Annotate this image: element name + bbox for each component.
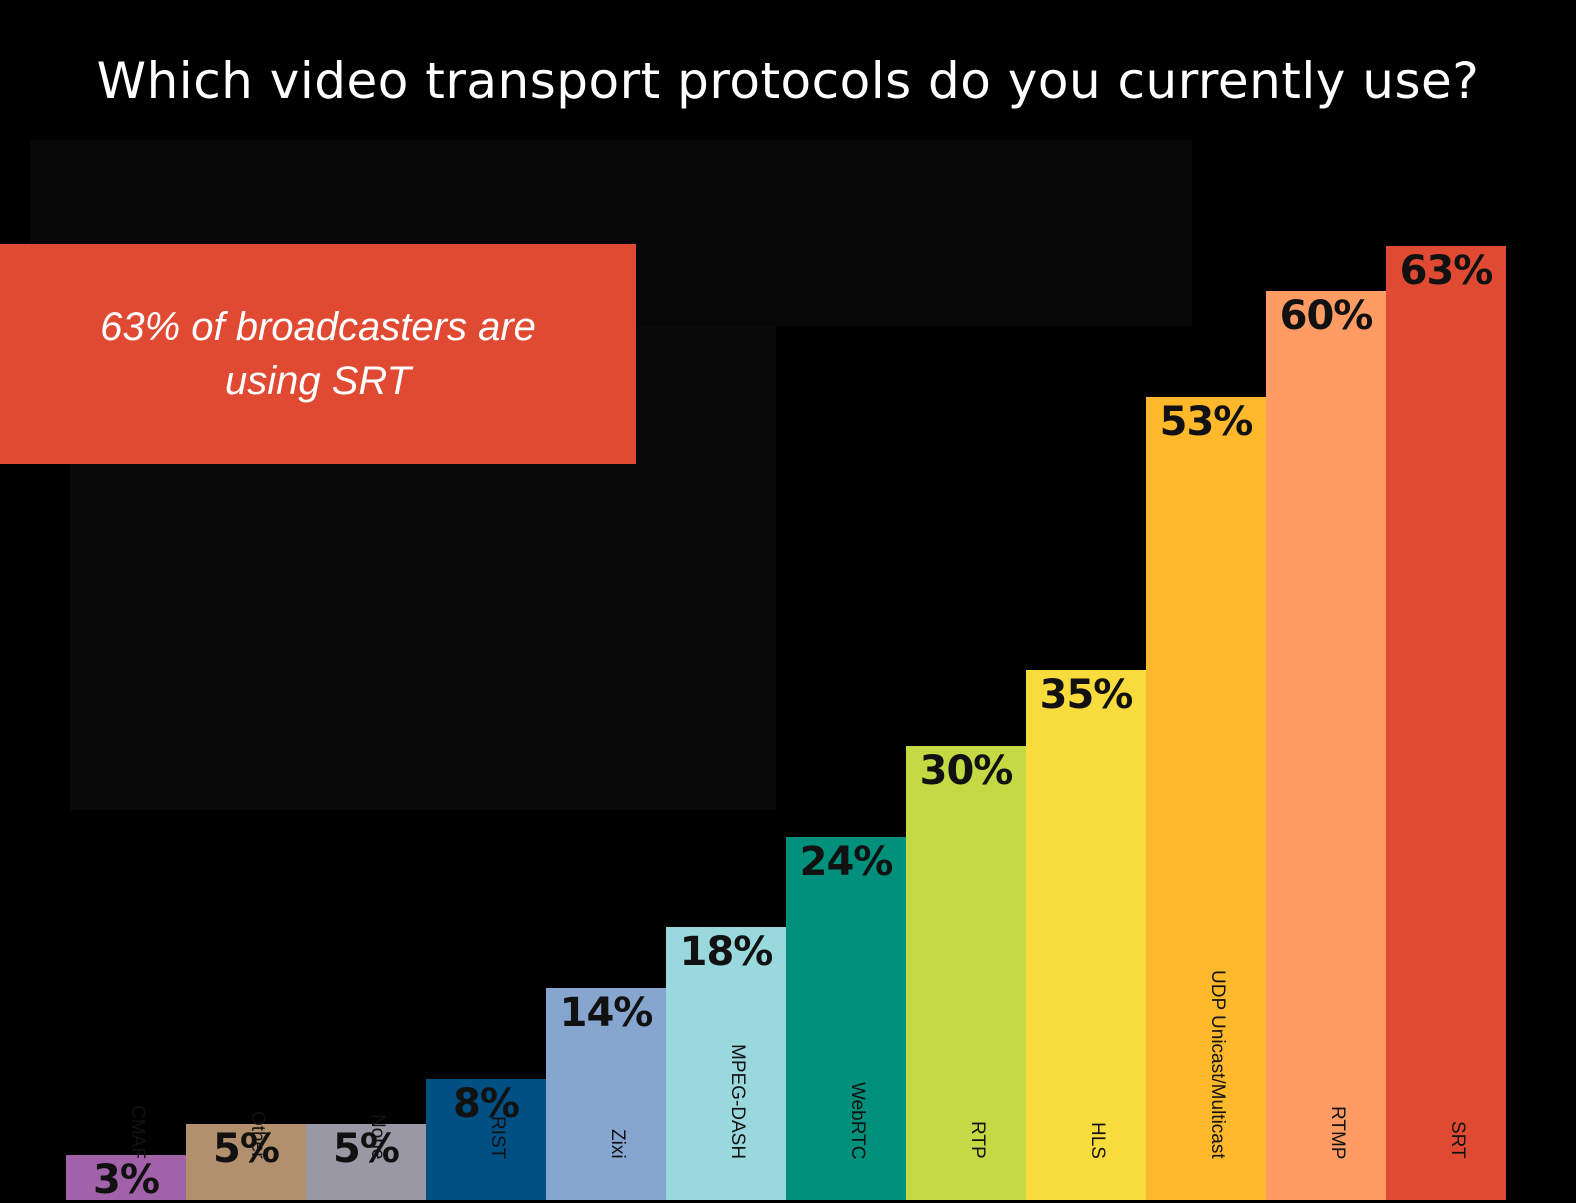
callout-box: 63% of broadcasters are using SRT [0, 244, 636, 464]
chart-title: Which video transport protocols do you c… [96, 52, 1480, 110]
bar-category-label: HLS [1087, 1122, 1108, 1159]
bar-value-label: 5% [213, 1126, 280, 1172]
bar-value-label: 3% [93, 1157, 160, 1203]
bar-category-label: SRT [1447, 1121, 1468, 1159]
bar-category-label: None [367, 1113, 388, 1159]
bar-category-label: WebRTC [847, 1081, 868, 1159]
bar-category-label: RIST [487, 1115, 508, 1159]
bar-rtmp: 60% RTMP [1266, 291, 1386, 1200]
bar-value-label: 60% [1279, 293, 1374, 339]
bar-value-label: 30% [919, 748, 1014, 794]
bar-zixi: 14% Zixi [546, 988, 666, 1200]
bar-srt: 63% SRT [1386, 246, 1506, 1200]
bar-webrtc: 24% WebRTC [786, 837, 906, 1200]
bar-value-label: 14% [559, 990, 654, 1036]
bar-cmaf: 3% CMAF [66, 1105, 186, 1203]
bar-category-label: MPEG-DASH [727, 1043, 748, 1159]
callout-text: 63% of broadcasters are using SRT [100, 305, 536, 403]
bar-value-label: 24% [799, 839, 894, 885]
bar-value-label: 8% [453, 1081, 520, 1127]
bar-value-label: 5% [333, 1126, 400, 1172]
bar-category-label: Other [247, 1111, 268, 1159]
bar-category-label: UDP Unicast/Multicast [1207, 970, 1228, 1159]
bar-other: 5% Other [186, 1111, 306, 1200]
bar-category-label: RTP [967, 1121, 988, 1159]
bar-category-label: CMAF [127, 1105, 148, 1159]
bar-hls: 35% HLS [1026, 670, 1146, 1200]
bar-value-label: 35% [1039, 672, 1134, 718]
bar-value-label: 63% [1399, 248, 1494, 294]
bar-category-label: Zixi [607, 1129, 628, 1159]
bar-udp-unicast-multicast: 53% UDP Unicast/Multicast [1146, 397, 1266, 1200]
bar-rtp: 30% RTP [906, 746, 1026, 1200]
bar-value-label: 53% [1159, 399, 1254, 445]
bar-mpeg-dash: 18% MPEG-DASH [666, 927, 786, 1200]
bar-value-label: 18% [679, 929, 774, 975]
bar-none: 5% None [306, 1114, 426, 1200]
bar-category-label: RTMP [1327, 1105, 1348, 1159]
bar-rist: 8% RIST [426, 1079, 546, 1200]
